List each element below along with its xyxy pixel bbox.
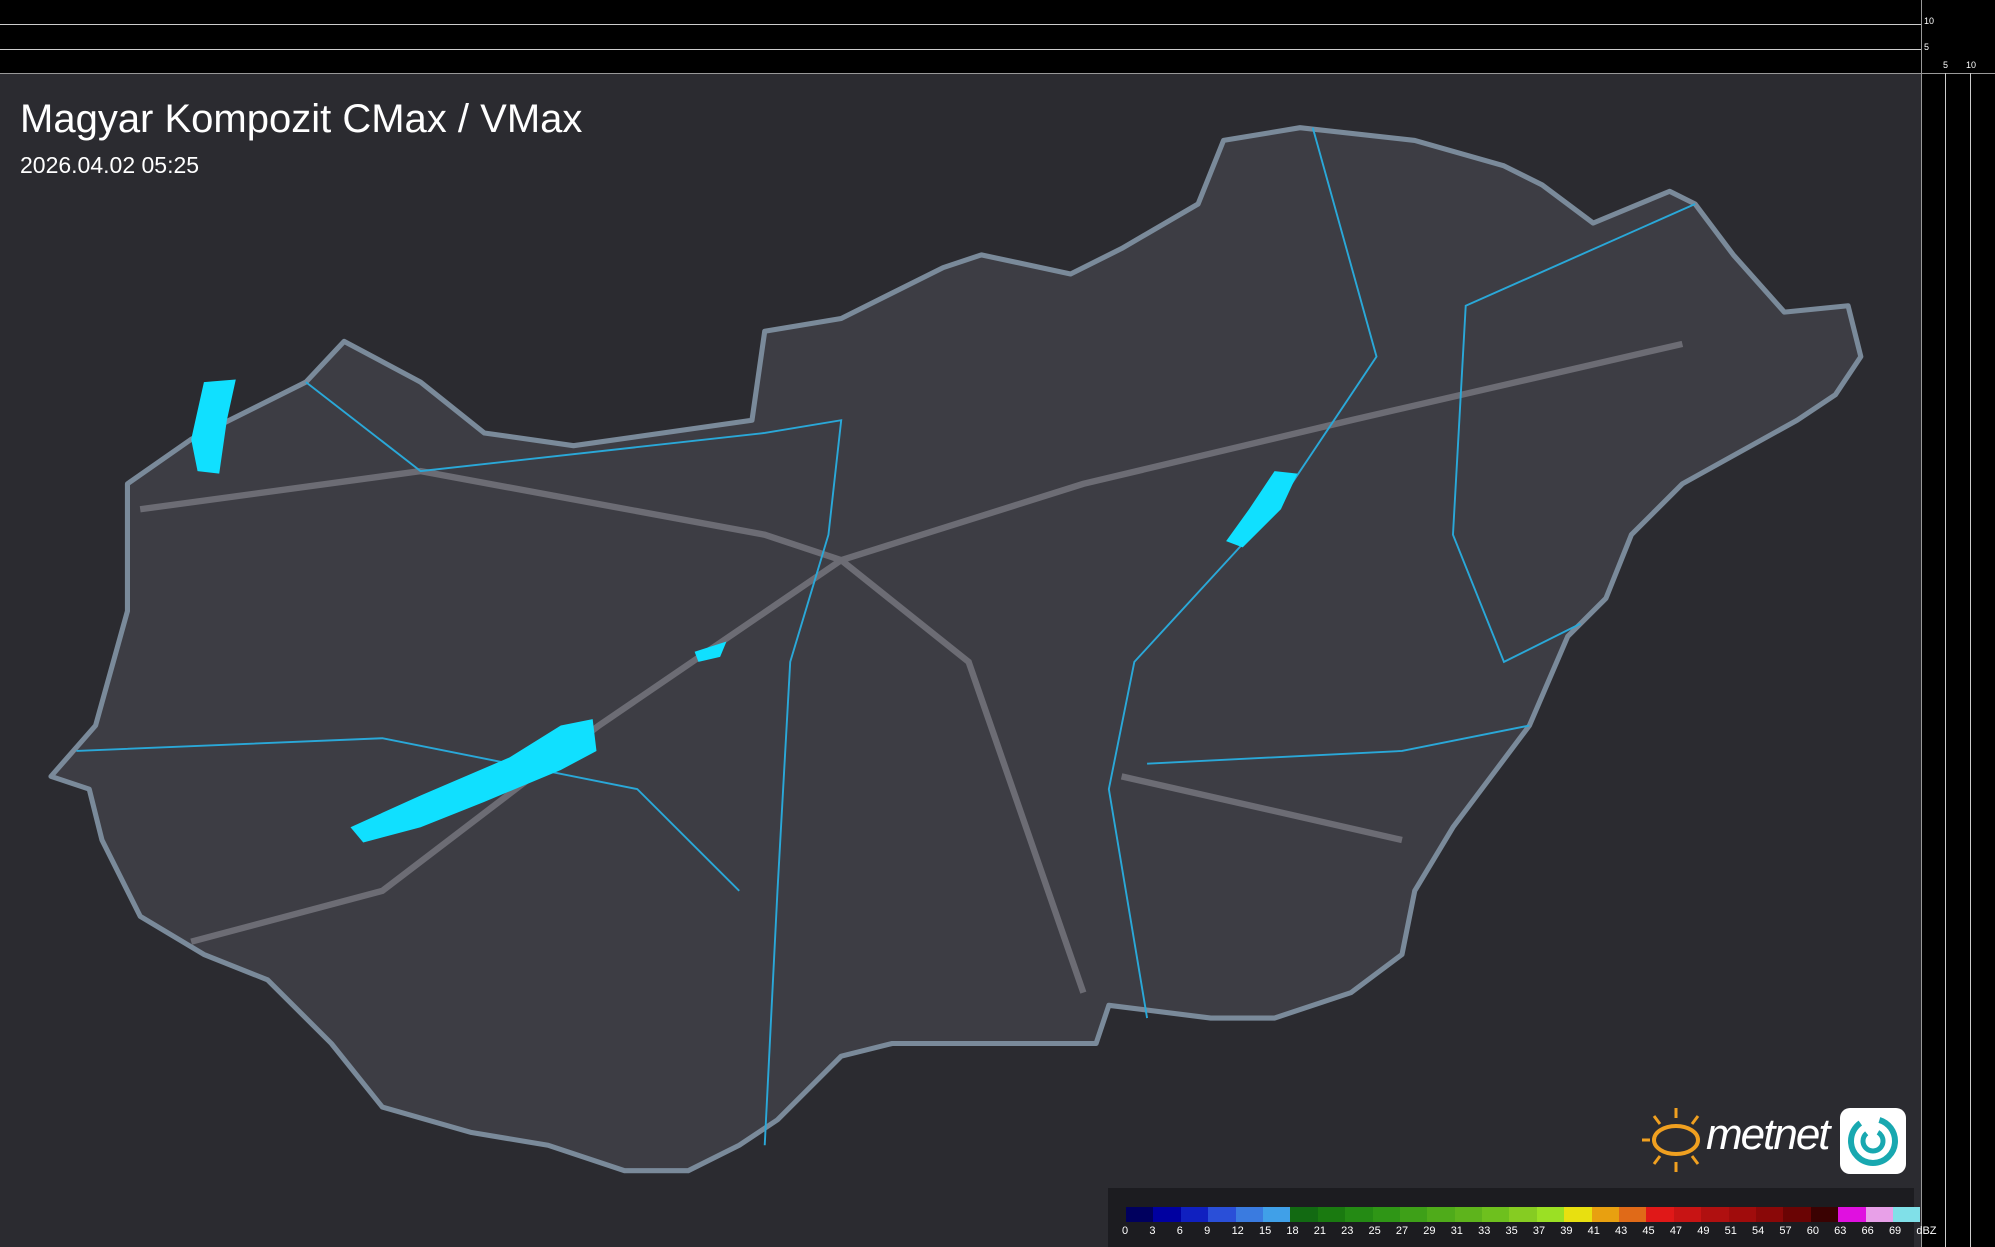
legend-label: 23 [1341, 1225, 1354, 1237]
legend-color-bar [1126, 1207, 1921, 1222]
legend-swatch [1536, 1207, 1565, 1222]
legend-swatch [1345, 1207, 1373, 1222]
legend-swatch [1482, 1207, 1510, 1222]
legend-swatch [1892, 1207, 1921, 1222]
legend-label: 37 [1532, 1225, 1546, 1237]
legend-label: 33 [1478, 1225, 1491, 1237]
legend-label: 6 [1176, 1225, 1183, 1237]
legend-swatch [1509, 1207, 1537, 1222]
axis-tick-label: 10 [1924, 16, 1935, 26]
legend-swatch [1810, 1207, 1839, 1222]
legend-label: 43 [1615, 1225, 1628, 1237]
top-profile-panel [0, 0, 1995, 73]
legend-label: 41 [1587, 1225, 1600, 1237]
legend-label: 29 [1423, 1225, 1436, 1237]
gridline-5-vertical [1945, 73, 1946, 1247]
gridline-10 [0, 24, 1922, 25]
gridline-5 [0, 49, 1922, 50]
legend-swatch [1153, 1207, 1181, 1222]
legend-label: 60 [1806, 1225, 1820, 1237]
sun-icon [1642, 1108, 1700, 1172]
legend-swatch [1290, 1207, 1318, 1222]
panel-separator-vertical [1921, 0, 1922, 1247]
legend-swatch [1619, 1207, 1647, 1222]
legend-swatch [1701, 1207, 1729, 1222]
legend-label: 39 [1560, 1225, 1573, 1237]
map-timestamp: 2026.04.02 05:25 [20, 152, 200, 178]
legend-label: 63 [1834, 1225, 1847, 1237]
legend-label: 45 [1642, 1225, 1655, 1237]
legend-swatch [1317, 1207, 1346, 1222]
legend-swatch [1673, 1207, 1702, 1222]
legend-swatch [1865, 1207, 1893, 1222]
legend-label: 21 [1313, 1225, 1326, 1237]
legend-swatch [1646, 1207, 1674, 1222]
legend-swatch [1454, 1207, 1483, 1222]
legend-swatch [1783, 1207, 1811, 1222]
legend-swatch [1399, 1207, 1428, 1222]
legend-label: 35 [1505, 1225, 1518, 1237]
legend-label: 31 [1450, 1225, 1463, 1237]
map-canvas [0, 73, 1922, 1247]
legend-swatch [1564, 1207, 1592, 1222]
legend-swatch [1372, 1207, 1400, 1222]
legend-swatch [1180, 1207, 1209, 1222]
map-title: Magyar Kompozit CMax / VMax [20, 97, 583, 141]
legend-label: 15 [1258, 1225, 1272, 1237]
legend-label: 3 [1149, 1225, 1156, 1237]
legend-swatch [1755, 1207, 1784, 1222]
legend-labels: 0 3 6 9 12 15 18 21 23 25 27 29 31 33 35 37 39 41 43 45 47 49… [1122, 1225, 1937, 1237]
lake-neusiedl [191, 379, 236, 474]
logo-text: metnet [1706, 1110, 1831, 1159]
axis-tick-label: 5 [1943, 60, 1949, 70]
side-profile-panel [1922, 0, 1995, 1247]
axis-tick-label: 10 [1966, 60, 1977, 70]
legend-swatch [1728, 1207, 1756, 1222]
legend-swatch [1235, 1207, 1263, 1222]
panel-separator [0, 73, 1995, 74]
lake-tisza [1226, 471, 1298, 548]
legend-unit: dBZ [1916, 1225, 1937, 1237]
axis-tick-label: 5 [1924, 42, 1930, 52]
legend-label: 9 [1204, 1225, 1211, 1237]
metnet-logo: metnet [1636, 1100, 1908, 1180]
legend-label: 0 [1122, 1225, 1129, 1237]
legend-label: 57 [1779, 1225, 1792, 1237]
legend-swatch [1838, 1207, 1866, 1222]
dbz-color-legend: 0 3 6 9 12 15 18 21 23 25 27 29 31 33 35 37 39 41 43 45 47 49… [1108, 1188, 1937, 1247]
legend-label: 69 [1888, 1225, 1902, 1237]
lake-velence [694, 641, 727, 662]
legend-label: 25 [1368, 1225, 1381, 1237]
legend-label: 54 [1751, 1225, 1765, 1237]
legend-label: 66 [1861, 1225, 1874, 1237]
legend-swatch [1126, 1207, 1154, 1222]
legend-label: 18 [1286, 1225, 1299, 1237]
legend-label: 27 [1395, 1225, 1409, 1237]
legend-swatch [1591, 1207, 1620, 1222]
legend-swatch [1427, 1207, 1455, 1222]
legend-swatch [1262, 1207, 1291, 1222]
swirl-icon [1840, 1108, 1906, 1174]
legend-label: 47 [1669, 1225, 1683, 1237]
lake-balaton [350, 719, 597, 843]
gridline-10-vertical [1970, 73, 1971, 1247]
legend-label: 12 [1231, 1225, 1244, 1237]
legend-swatch [1208, 1207, 1236, 1222]
legend-label: 49 [1697, 1225, 1710, 1237]
legend-label: 51 [1724, 1225, 1737, 1237]
